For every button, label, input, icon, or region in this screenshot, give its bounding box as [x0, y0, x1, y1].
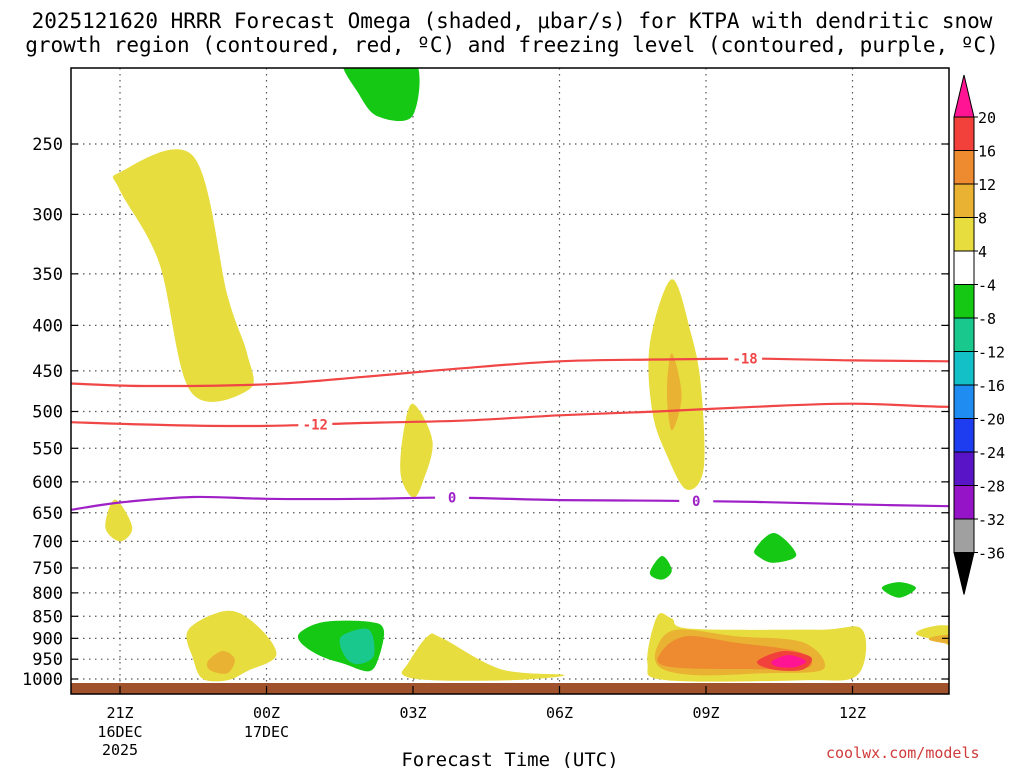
- colorbar-label-0: 20: [978, 109, 996, 127]
- y-tick-label-750: 750: [32, 559, 63, 579]
- x-tick-label-06Z: 06Z: [546, 704, 573, 722]
- omega-shading: [105, 68, 949, 682]
- freezing-label-1-bg: [679, 493, 714, 510]
- y-tick-label-500: 500: [32, 403, 63, 423]
- contour-label--18-bg: [728, 350, 763, 367]
- colorbar-label-1: 16: [978, 143, 996, 161]
- colorbar-box-9: [953, 418, 975, 453]
- omega-region-4-2: [400, 403, 433, 498]
- colorbar-box-4: [953, 250, 975, 285]
- colorbar-label-8: -16: [978, 377, 1005, 395]
- colorbar-label-12: -32: [978, 511, 1005, 529]
- y-tick-label-700: 700: [32, 532, 63, 552]
- omega-region-4-1: [105, 499, 133, 542]
- omega-region--4-15: [343, 68, 420, 121]
- colorbar-label-6: -8: [978, 310, 996, 328]
- contours: [71, 357, 949, 511]
- colorbar-box-0: [953, 116, 975, 151]
- chart-title-line-1: 2025121620 HRRR Forecast Omega (shaded, …: [31, 9, 993, 33]
- colorbar-label-10: -24: [978, 444, 1005, 462]
- x-tick-year-21Z: 2025: [102, 741, 138, 759]
- colorbar: 20 16 12 8 4 -4 -8 -12 -16 -20 -24 -28 -32 -36: [953, 74, 1005, 595]
- colorbar-box-10: [953, 451, 975, 486]
- y-tick-label-350: 350: [32, 265, 63, 285]
- y-tick-label-400: 400: [32, 316, 63, 336]
- x-tick-date-00Z: 17DEC: [244, 723, 289, 741]
- y-tick-label-300: 300: [32, 205, 63, 225]
- y-tick-label-800: 800: [32, 584, 63, 604]
- freezing-label-1: 0: [692, 494, 700, 510]
- y-tick-label-600: 600: [32, 473, 63, 493]
- site-credit[interactable]: coolwx.com/models: [826, 744, 980, 762]
- colorbar-box-1: [953, 150, 975, 185]
- omega-region--4-18: [754, 532, 797, 563]
- y-axis-ticks: 2503003504004505005506006507007508008509…: [22, 135, 949, 690]
- omega-region-4-7: [915, 625, 949, 646]
- x-tick-label-00Z: 00Z: [253, 704, 280, 722]
- colorbar-label-13: -36: [978, 545, 1005, 563]
- omega-region-4-5: [401, 633, 565, 681]
- colorbar-box-2: [953, 183, 975, 218]
- contour-label--12-bg: [298, 416, 333, 433]
- ground: [71, 683, 949, 694]
- colorbar-box-5: [953, 284, 975, 319]
- freezing-label-0-bg: [435, 489, 470, 506]
- freezing-level-contour: [71, 495, 949, 511]
- colorbar-label-7: -12: [978, 344, 1005, 362]
- x-tick-date-21Z: 16DEC: [97, 723, 142, 741]
- colorbar-label-11: -28: [978, 478, 1005, 496]
- plot-frame: [70, 67, 950, 695]
- omega-region-8-11: [928, 634, 949, 644]
- y-tick-label-550: 550: [32, 439, 63, 459]
- y-tick-label-650: 650: [32, 504, 63, 524]
- omega-region-4-4: [186, 610, 277, 682]
- colorbar-label-9: -20: [978, 411, 1005, 429]
- omega-region-4-0: [112, 149, 254, 402]
- colorbar-box-11: [953, 485, 975, 520]
- colorbar-top-arrow: [953, 74, 975, 118]
- colorbar-label-2: 12: [978, 176, 996, 194]
- colorbar-box-8: [953, 384, 975, 419]
- colorbar-box-6: [953, 317, 975, 352]
- contour-labels: -18 -12 0 0: [298, 350, 763, 510]
- terrain-strip: [71, 683, 949, 694]
- colorbar-label-3: 8: [978, 210, 987, 228]
- colorbar-label-5: -4: [978, 277, 996, 295]
- y-tick-label-450: 450: [32, 362, 63, 382]
- freezing-label-0: 0: [448, 491, 456, 507]
- omega-region-8-9: [206, 650, 235, 674]
- contour-label--12: -12: [303, 417, 328, 433]
- colorbar-box-3: [953, 217, 975, 252]
- x-tick-label-09Z: 09Z: [692, 704, 719, 722]
- y-tick-label-1000: 1000: [22, 670, 63, 690]
- y-tick-label-850: 850: [32, 607, 63, 627]
- x-tick-label-03Z: 03Z: [399, 704, 426, 722]
- colorbar-box-12: [953, 518, 975, 553]
- y-tick-label-250: 250: [32, 135, 63, 155]
- colorbar-label-4: 4: [978, 243, 987, 261]
- colorbar-box-7: [953, 351, 975, 386]
- omega-region--4-19: [881, 582, 916, 598]
- omega-region--8-20: [339, 628, 375, 665]
- omega-region--4-17: [649, 555, 672, 580]
- x-axis-label: Forecast Time (UTC): [401, 749, 618, 768]
- colorbar-bottom-arrow: [953, 552, 975, 595]
- x-tick-label-12Z: 12Z: [839, 704, 866, 722]
- omega-region-20-14: [771, 655, 807, 668]
- dendritic-contour--12: [71, 402, 949, 428]
- y-tick-label-950: 950: [32, 650, 63, 670]
- y-tick-label-900: 900: [32, 629, 63, 649]
- dendritic-contour--18: [71, 357, 949, 388]
- chart-title-line-2: growth region (contoured, red, ºC) and f…: [25, 33, 999, 57]
- contour-label--18: -18: [732, 352, 757, 368]
- x-tick-label-21Z: 21Z: [106, 704, 133, 722]
